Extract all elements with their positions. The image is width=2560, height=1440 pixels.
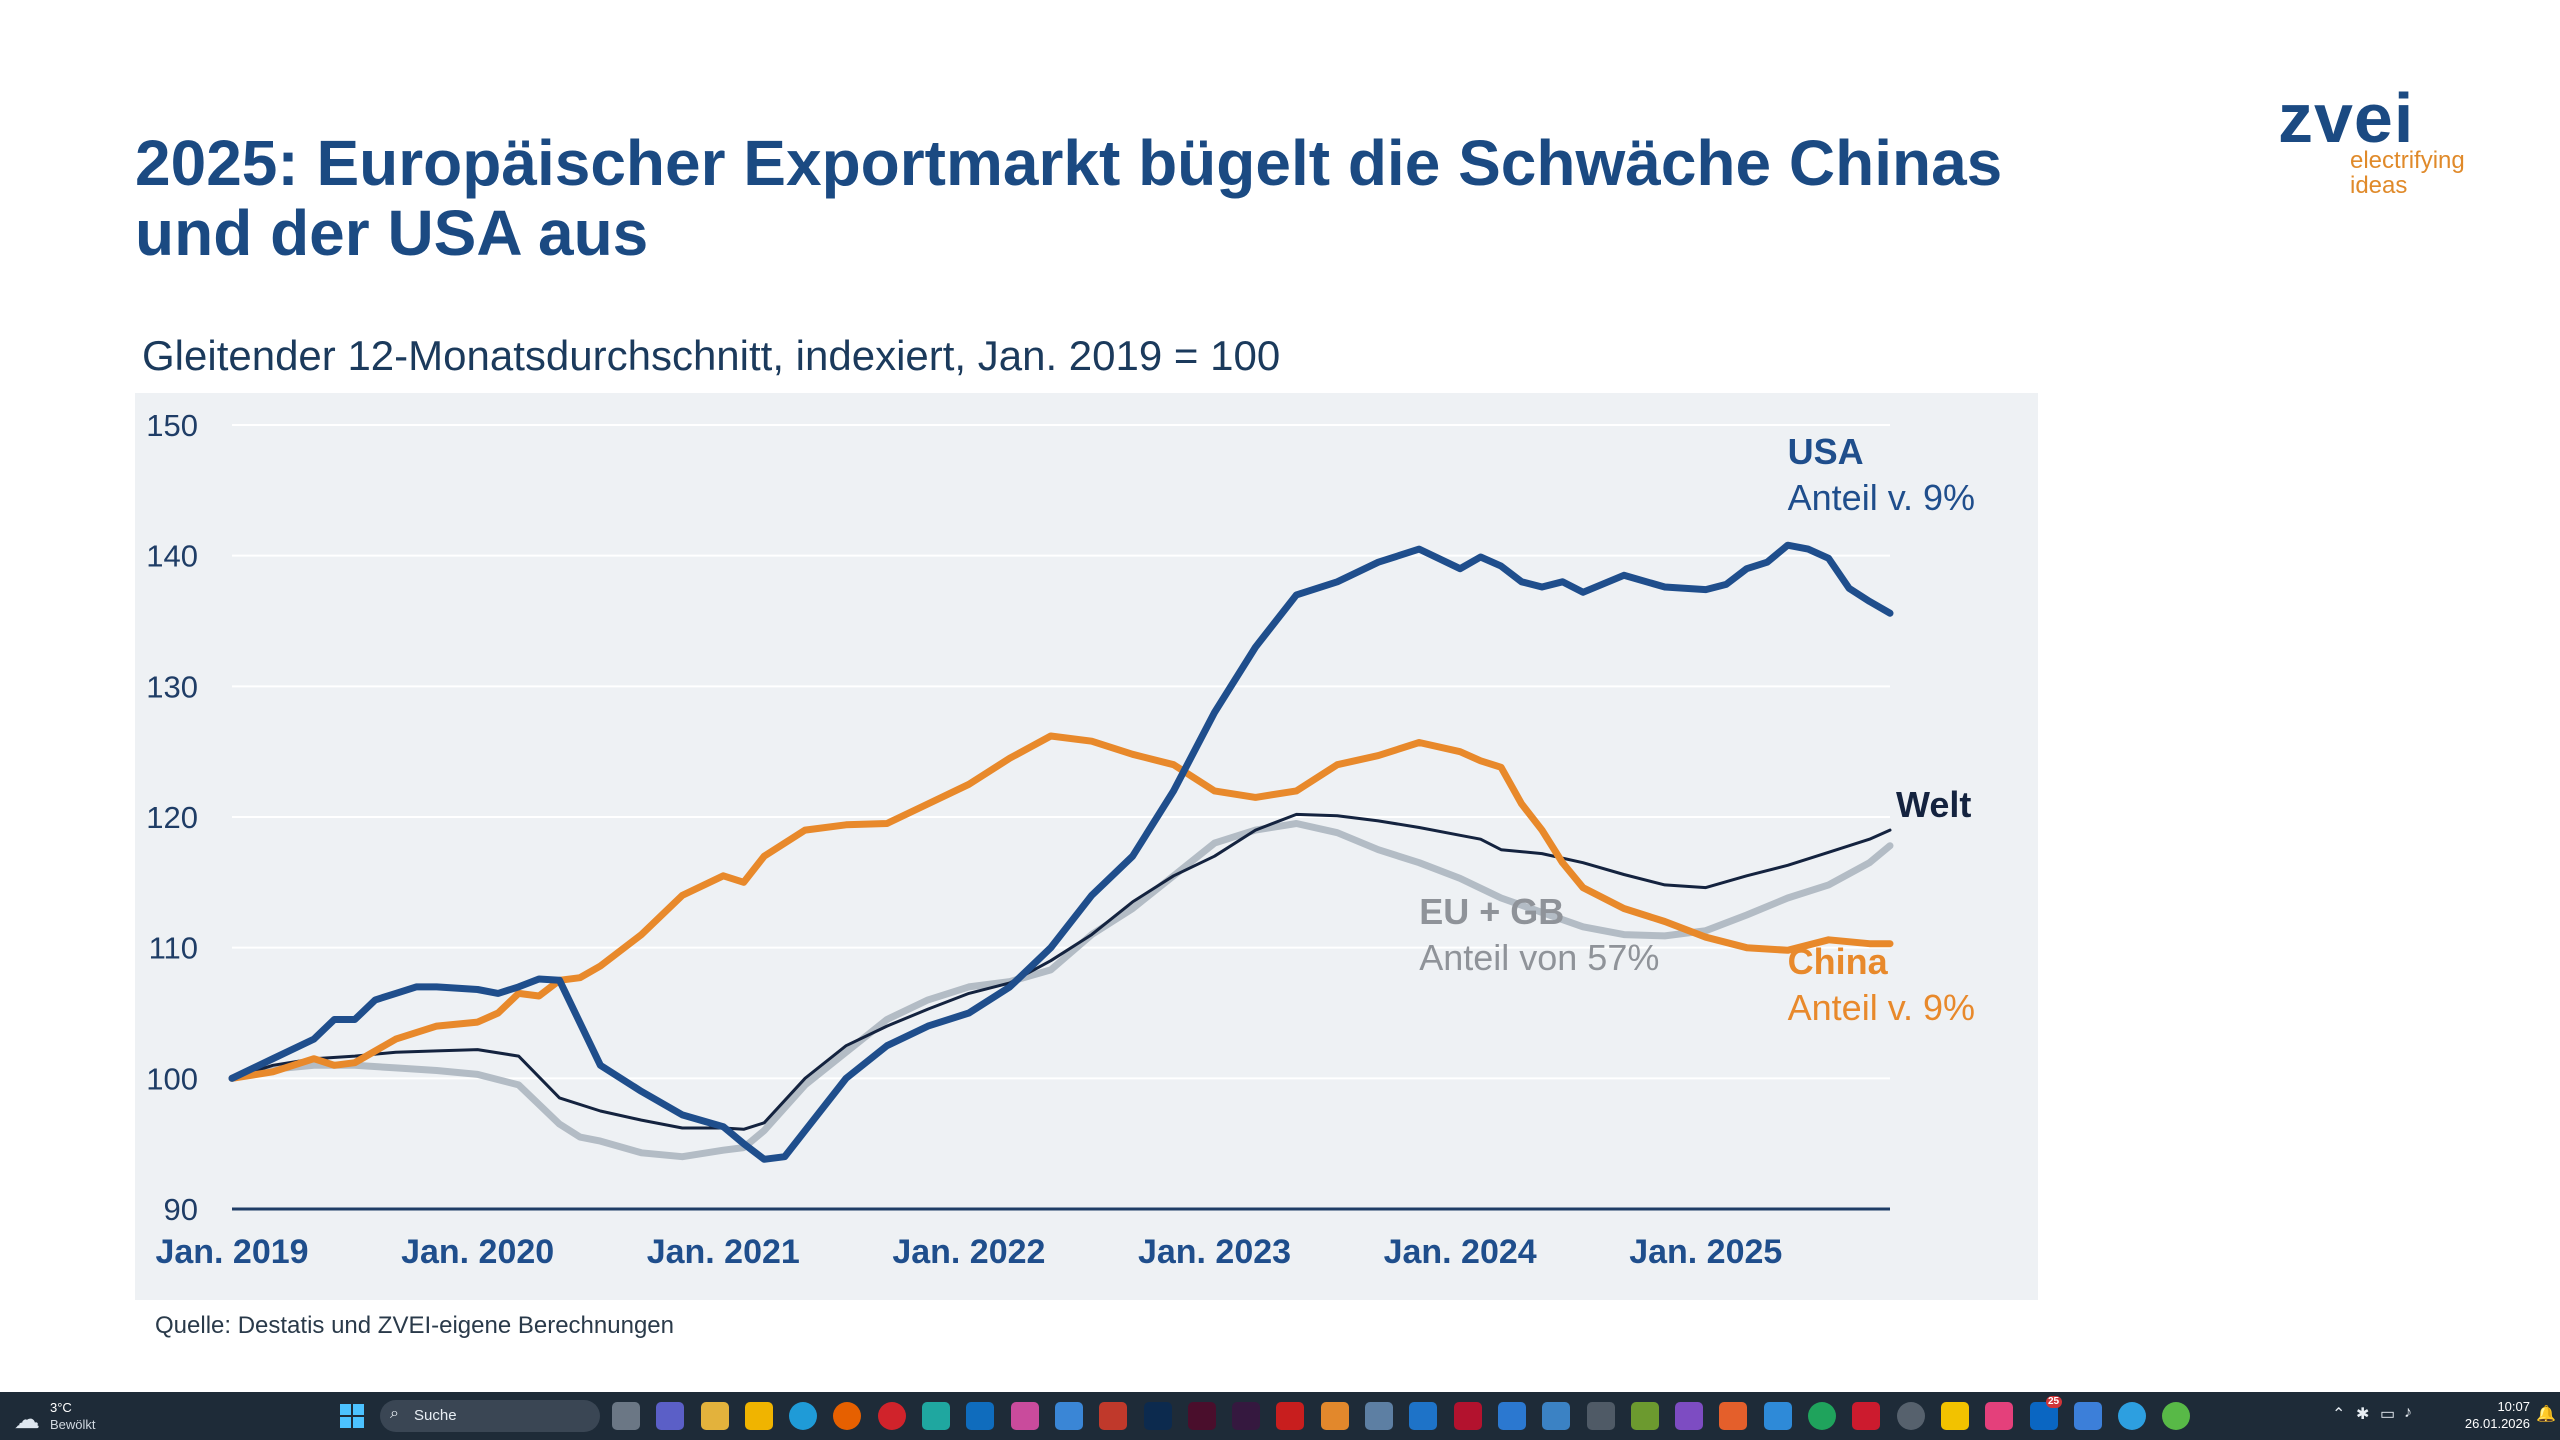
office-icon[interactable] [1010,1402,1039,1430]
copilot-icon[interactable] [2073,1402,2102,1430]
grid-lines [232,424,1890,1211]
series-line-china [228,732,1894,1082]
series-share-usa: Anteil v. 9% [1788,477,1975,518]
app-icon[interactable] [922,1402,951,1430]
firefox-icon[interactable] [833,1402,862,1430]
filezilla-icon[interactable] [1099,1402,1128,1430]
outlook-icon[interactable] [966,1402,995,1430]
todo-icon[interactable] [1497,1402,1526,1430]
y-tick-label: 110 [149,931,198,966]
photoshop-icon[interactable] [1143,1402,1172,1430]
slide-title: 2025: Europäischer Exportmarkt bügelt di… [135,128,2085,268]
logo-tagline: electrifying ideas [2350,148,2465,198]
x-tick-label: Jan. 2023 [1138,1233,1291,1271]
settings-icon[interactable] [1896,1402,1925,1430]
y-tick-label: 140 [146,539,198,574]
linkedin-icon[interactable]: 25 [2029,1396,2062,1430]
designer-icon[interactable] [1763,1402,1792,1430]
y-tick-label: 150 [146,408,198,443]
series-label-welt: Welt [1896,784,1971,825]
series-labels: USA Anteil v. 9% China Anteil v. 9% Welt EU +… [1419,431,1975,1028]
paint-icon[interactable] [1365,1402,1394,1430]
windows-taskbar: ☁ 3°C Bewölkt ⌕ Suche [0,1392,2560,1440]
task-view-icon[interactable] [612,1402,640,1430]
opera-icon[interactable] [877,1402,906,1430]
x-tick-label: Jan. 2024 [1384,1233,1537,1271]
search-icon: ⌕ [390,1405,399,1422]
windows-logo-icon [340,1404,351,1415]
volume-icon[interactable]: ♪ [2404,1404,2412,1421]
y-tick-label: 90 [164,1192,198,1227]
logo-tagline-line-1: electrifying [2350,147,2465,174]
series-line-welt [230,812,1892,1131]
editor-icon[interactable] [1630,1402,1659,1430]
y-tick-label: 130 [146,669,198,704]
snipping-tool-icon[interactable] [1586,1402,1615,1430]
chart-panel: 90 100 110 120 130 140 150 Jan. 2019 Jan. 2020 J… [135,393,2038,1300]
start-button[interactable] [340,1404,364,1428]
photos-icon[interactable] [1985,1402,2014,1430]
weather-temperature: 3°C [50,1400,72,1415]
y-tick-label: 100 [146,1061,198,1096]
x-tick-label: Jan. 2021 [647,1233,800,1271]
slide-title-line-1: 2025: Europäischer Exportmarkt bügelt di… [135,127,2003,199]
store-icon[interactable] [1054,1402,1083,1430]
y-axis-ticks: 90 100 110 120 130 140 150 [146,408,198,1227]
dreamweaver-icon[interactable] [1232,1402,1261,1430]
chart-subtitle: Gleitender 12-Monatsdurchschnitt, indexi… [142,332,1281,379]
logo-wordmark: zvei [2278,79,2415,157]
acrobat-icon[interactable] [1276,1402,1305,1430]
clock[interactable]: 10:07 26.01.2026 [2440,1398,2530,1432]
browser-icon[interactable] [2118,1402,2147,1430]
clock-date: 26.01.2026 [2464,1416,2530,1431]
bluetooth-icon[interactable]: ✱ [2356,1406,2370,1423]
clock-time: 10:07 [2497,1399,2530,1414]
source-note: Quelle: Destatis und ZVEI-eigene Berechn… [155,1312,674,1339]
y-tick-label: 120 [146,800,198,835]
series-label-eu-gb: EU + GB [1419,891,1564,932]
x-tick-label: Jan. 2019 [155,1233,308,1271]
series-label-usa: USA [1788,431,1864,472]
x-tick-label: Jan. 2025 [1629,1233,1782,1271]
weather-condition: Bewölkt [50,1417,96,1432]
logo-tagline-line-2: ideas [2350,172,2408,199]
chart-app-icon[interactable] [1719,1402,1748,1430]
calendar-icon[interactable] [1542,1402,1571,1430]
edge-icon[interactable] [789,1402,818,1430]
chat-icon[interactable] [2162,1402,2191,1430]
series-share-eu-gb: Anteil von 57% [1419,937,1659,978]
slide-title-line-2: und der USA aus [135,197,649,269]
teams-icon[interactable] [656,1402,685,1430]
cloud-icon: ☁ [14,1404,40,1434]
slide: 2025: Europäischer Exportmarkt bügelt di… [135,72,2490,1339]
taskbar-search[interactable]: ⌕ Suche [380,1400,600,1432]
x-axis-ticks: Jan. 2019 Jan. 2020 Jan. 2021 Jan. 2022 Jan.… [155,1233,1782,1271]
x-tick-label: Jan. 2022 [892,1233,1045,1271]
search-input[interactable]: Suche [414,1407,457,1424]
file-explorer-icon[interactable] [700,1402,729,1430]
download-icon[interactable] [1940,1402,1969,1430]
affinity-icon[interactable] [1675,1402,1704,1430]
x-tick-label: Jan. 2020 [401,1233,554,1271]
yammer-icon[interactable] [1852,1402,1881,1430]
indesign-icon[interactable] [1187,1402,1216,1430]
notification-badge: 25 [2045,1396,2062,1408]
bell-icon[interactable]: 🔔 [2536,1406,2556,1423]
folder-icon[interactable] [744,1402,773,1430]
word-icon[interactable] [1409,1402,1438,1430]
series-line-usa [228,541,1894,1163]
series-share-china: Anteil v. 9% [1788,987,1975,1028]
series-line-eu-gb [228,820,1894,1161]
pdf-tool-icon[interactable] [1453,1402,1482,1430]
series-lines [228,541,1894,1163]
search-tool-icon[interactable] [1320,1402,1349,1430]
zvei-logo: zvei electrifying ideas [2270,72,2490,202]
series-label-china: China [1788,941,1889,982]
pinned-apps: 25 [612,1396,2207,1430]
chevron-up-icon[interactable]: ⌃ [2332,1406,2346,1423]
network-icon[interactable]: ▭ [2380,1406,2396,1423]
sheets-icon[interactable] [1808,1402,1837,1430]
